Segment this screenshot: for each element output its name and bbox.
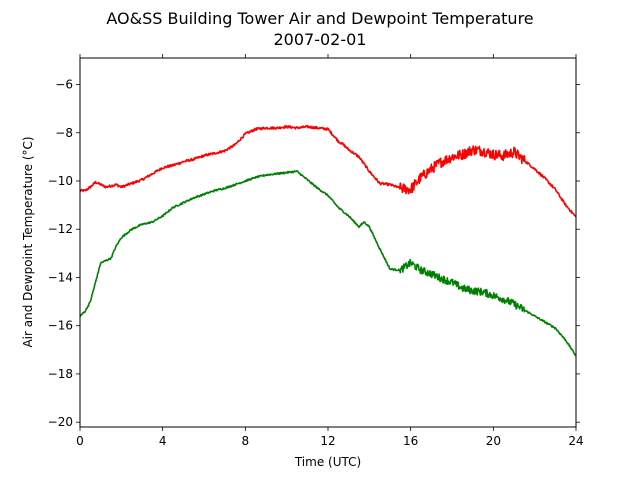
x-tick-label: 4 xyxy=(159,434,167,448)
y-axis-label: Air and Dewpoint Temperature (°C) xyxy=(21,136,35,347)
x-tick-label: 20 xyxy=(486,434,501,448)
y-tick-label: −18 xyxy=(48,367,73,381)
y-axis-ticks: −20 −18 −16 −14 −12 −10 −8 −6 xyxy=(48,78,580,429)
y-tick-label: −6 xyxy=(55,78,73,92)
y-tick-label: −14 xyxy=(48,270,73,284)
y-tick-label: −16 xyxy=(48,319,73,333)
x-tick-label: 8 xyxy=(242,434,250,448)
x-tick-label: 0 xyxy=(76,434,84,448)
x-tick-label: 16 xyxy=(403,434,418,448)
series-layer xyxy=(80,124,576,357)
chart-title: AO&SS Building Tower Air and Dewpoint Te… xyxy=(106,9,533,28)
y-tick-label: −20 xyxy=(48,415,73,429)
x-axis-label: Time (UTC) xyxy=(294,455,361,469)
chart-subtitle: 2007-02-01 xyxy=(274,30,367,49)
air-temperature-series-line xyxy=(80,124,576,218)
y-tick-label: −12 xyxy=(48,222,73,236)
dewpoint-temperature-series-line xyxy=(80,169,576,357)
x-axis-ticks: 0 4 8 12 16 20 24 xyxy=(76,54,584,448)
y-tick-label: −10 xyxy=(48,174,73,188)
plot-area: 0 4 8 12 16 20 24 −20 −18 −16 −14 −12 −10 −8 −6 xyxy=(48,54,584,448)
x-tick-label: 24 xyxy=(568,434,583,448)
x-tick-label: 12 xyxy=(320,434,335,448)
y-tick-label: −8 xyxy=(55,126,73,140)
